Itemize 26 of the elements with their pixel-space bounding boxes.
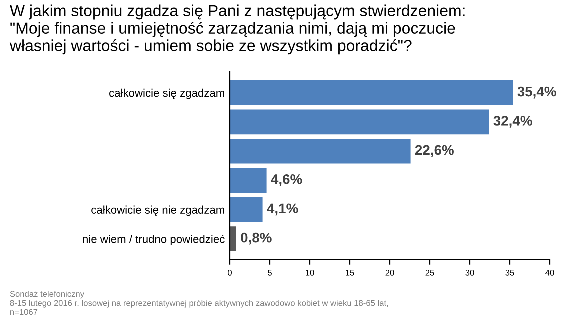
x-tick-label: 25 <box>426 270 434 276</box>
x-tick-label: 10 <box>306 270 314 276</box>
bar <box>230 110 490 135</box>
x-tick-label: 5 <box>268 270 272 276</box>
chart-title: W jakim stopniu zgadza się Pani z następującym stwierdzeniem: "Moje finanse i umiejętność zarządzania nimi, dają mi poczucie własniej wartości - umiem sobie ze wszystkim poradzić"? <box>10 4 465 55</box>
x-tick-label: 20 <box>386 270 394 276</box>
data-label: 22,6% <box>415 145 454 158</box>
x-tick-label: 40 <box>546 270 554 276</box>
data-label: 35,4% <box>518 86 556 99</box>
bar <box>230 168 267 194</box>
x-tick-label: 0 <box>228 270 232 276</box>
text: Sondaż telefoniczny 8-15 lutego 2016 r. losowej na reprezentatywnej próbie aktywnych zawodowo kobiet w wieku 18-65 lat, n=1067 <box>10 290 388 316</box>
y-tick-label: całkowicie się nie zgadzam <box>92 206 224 216</box>
data-label: 32,4% <box>494 116 532 128</box>
x-tick-label: 30 <box>466 270 474 276</box>
y-tick-label: całkowicie się zgadzam <box>110 88 224 100</box>
x-tick-label: 35 <box>506 270 514 276</box>
data-label: 4,6% <box>271 174 302 186</box>
bar <box>230 226 236 252</box>
y-tick-label: nie wiem / trudno powiedzieć <box>83 234 225 246</box>
data-label: 4,1% <box>267 204 298 216</box>
bar <box>230 138 411 164</box>
data-label: 0,8% <box>241 232 272 245</box>
x-tick-label: 15 <box>346 270 354 276</box>
bar <box>230 197 263 222</box>
bar <box>230 80 514 106</box>
